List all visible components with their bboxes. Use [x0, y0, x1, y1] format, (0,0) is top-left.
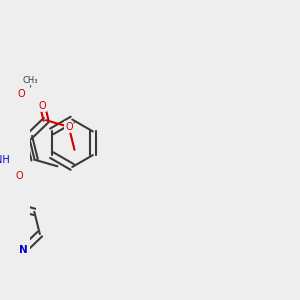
Text: CH₃: CH₃: [22, 76, 38, 85]
Text: N: N: [19, 245, 28, 255]
Text: O: O: [65, 122, 73, 132]
Text: O: O: [18, 89, 25, 99]
Text: O: O: [39, 101, 46, 111]
Text: NH: NH: [0, 155, 10, 165]
Text: O: O: [15, 171, 23, 181]
